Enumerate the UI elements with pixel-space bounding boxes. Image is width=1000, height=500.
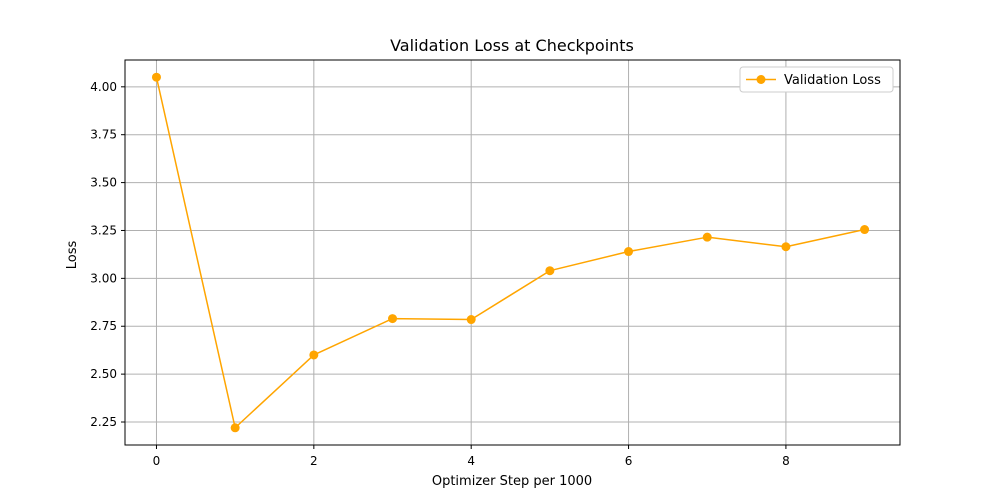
data-point (702, 232, 712, 242)
grid (125, 60, 900, 445)
y-tick-label: 3.50 (90, 176, 117, 190)
y-tick-label: 3.75 (90, 128, 117, 142)
x-tick-label: 4 (467, 454, 475, 468)
x-tick-label: 8 (782, 454, 790, 468)
y-tick-label: 2.25 (90, 415, 117, 429)
data-point (151, 72, 161, 82)
data-point (466, 315, 476, 325)
y-tick-label: 3.25 (90, 223, 117, 237)
data-point (388, 314, 398, 324)
legend-label: Validation Loss (784, 73, 881, 88)
data-point (309, 350, 319, 360)
data-point (860, 225, 870, 235)
x-axis-label: Optimizer Step per 1000 (432, 474, 592, 489)
legend: Validation Loss (739, 66, 894, 93)
legend-frame (739, 66, 894, 93)
x-tick-label: 0 (153, 454, 161, 468)
y-tick-label: 4.00 (90, 80, 117, 94)
y-tick-label: 2.50 (90, 367, 117, 381)
ticks: 0 2 4 6 8 2.25 2.50 2.75 3.00 3.25 3.50 3.75 4.00 (90, 80, 789, 468)
y-tick-label: 3.00 (90, 271, 117, 285)
plot-frame (124, 59, 901, 446)
legend-marker-sample (756, 75, 766, 84)
series-layer (151, 72, 870, 433)
series-line (155, 77, 865, 429)
y-axis-label: Loss (65, 241, 80, 270)
chart-title: Validation Loss at Checkpoints (390, 36, 634, 55)
x-tick-label: 6 (625, 454, 633, 468)
data-point (781, 242, 791, 252)
data-point (545, 266, 555, 276)
x-tick-label: 2 (310, 454, 318, 468)
y-tick-label: 2.75 (90, 319, 117, 333)
data-point (230, 423, 240, 433)
data-point (624, 247, 634, 257)
